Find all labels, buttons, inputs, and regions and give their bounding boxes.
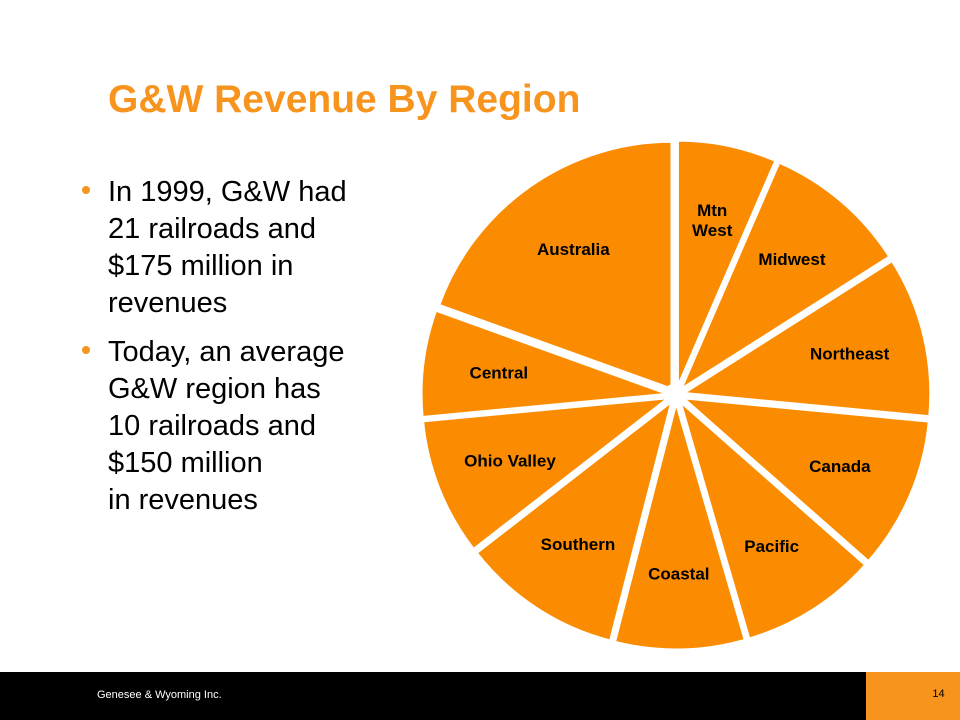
- pie-slice: [436, 139, 674, 392]
- pie-slice-label: Pacific: [744, 537, 799, 556]
- page-number: 14: [917, 672, 960, 720]
- bullet-text: In 1999, G&W had 21 railroads and $175 m…: [108, 176, 347, 319]
- pie-slice: [612, 396, 748, 652]
- pie-center: [664, 383, 688, 407]
- slide-title: G&W Revenue By Region: [108, 78, 581, 121]
- pie-slice: [677, 395, 931, 564]
- pie-slice: [675, 138, 778, 389]
- pie-slice-label: Mtn West: [692, 201, 733, 240]
- pie-slice-label: Midwest: [758, 250, 825, 269]
- pie-slice: [678, 258, 933, 419]
- pie-slice-label: Ohio Valley: [464, 452, 556, 471]
- pie-slice-label: Canada: [809, 457, 871, 476]
- pie-slice-label: Northeast: [810, 344, 890, 363]
- bullet-list: In 1999, G&W had 21 railroads and $175 m…: [82, 174, 427, 531]
- pie-slice-label: Southern: [541, 535, 616, 554]
- pie-slice: [419, 308, 670, 420]
- pie-slice-label: Coastal: [648, 565, 709, 584]
- pie-slice: [677, 160, 893, 394]
- pie-slice: [676, 396, 868, 641]
- bullet-dot-icon: [82, 346, 90, 354]
- bullet-dot-icon: [82, 186, 90, 194]
- footer-company: Genesee & Wyoming Inc.: [97, 689, 222, 701]
- footer-accent-block: [866, 672, 917, 720]
- pie-slice: [474, 396, 675, 643]
- bullet-text: Today, an average G&W region has 10 rail…: [108, 336, 345, 516]
- pie-slice-label: Australia: [537, 240, 610, 259]
- footer-bar: Genesee & Wyoming Inc. 14: [0, 672, 960, 720]
- pie-slice: [420, 395, 675, 552]
- bullet-item: Today, an average G&W region has 10 rail…: [82, 334, 427, 519]
- bullet-item: In 1999, G&W had 21 railroads and $175 m…: [82, 174, 427, 322]
- pie-slice-label: Central: [470, 364, 529, 383]
